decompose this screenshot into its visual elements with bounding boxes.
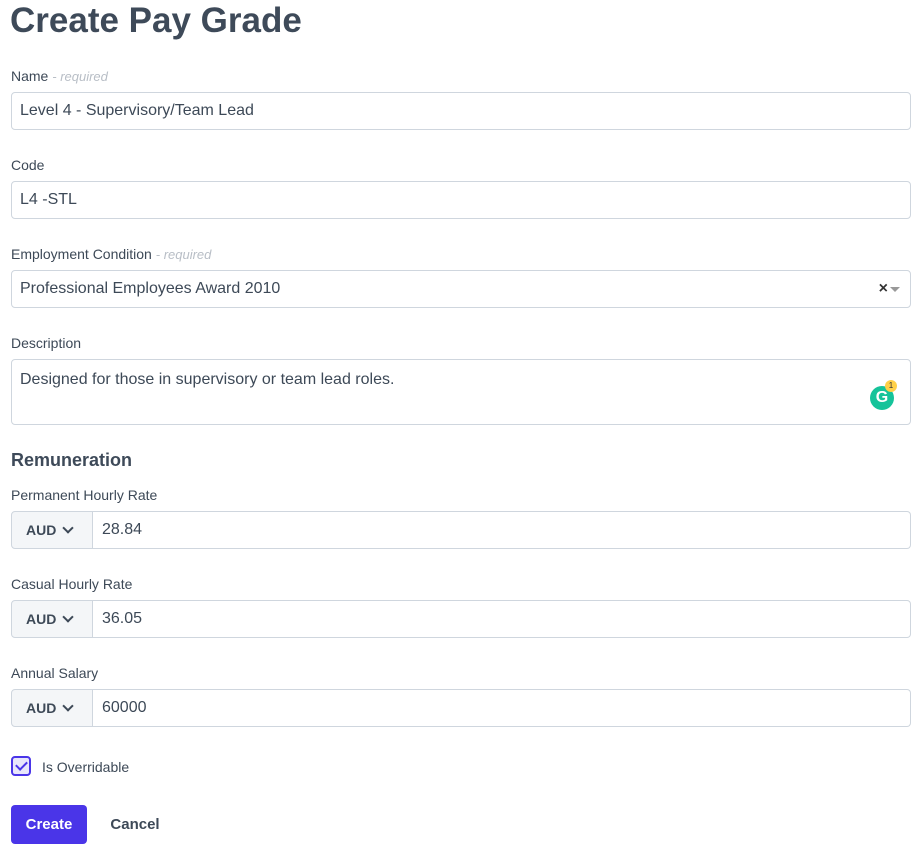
currency-select[interactable]: AUD: [11, 689, 93, 727]
annual-salary-label: Annual Salary: [11, 665, 99, 681]
overridable-checkbox[interactable]: [11, 756, 31, 776]
name-label: Name - required: [11, 67, 108, 86]
name-input[interactable]: Level 4 - Supervisory/Team Lead: [11, 92, 911, 130]
grammarly-badge: 1: [885, 380, 897, 392]
name-label-text: Name: [11, 68, 49, 84]
currency-value: AUD: [26, 700, 57, 716]
overridable-label[interactable]: Is Overridable: [42, 759, 130, 775]
cancel-button[interactable]: Cancel: [110, 816, 160, 833]
employment-condition-label-text: Employment Condition: [11, 246, 152, 262]
employment-condition-value: Professional Employees Award 2010: [20, 280, 281, 297]
casual-rate-group: AUD 36.05: [11, 600, 911, 638]
permanent-rate-group: AUD 28.84: [11, 511, 911, 549]
code-input[interactable]: L4 -STL: [11, 181, 911, 219]
clear-icon[interactable]: ×: [878, 280, 888, 297]
casual-rate-input[interactable]: 36.05: [93, 600, 911, 638]
chevron-down-icon: [62, 611, 75, 623]
annual-salary-group: AUD 60000: [11, 689, 911, 727]
remuneration-heading: Remuneration: [11, 450, 133, 470]
currency-select[interactable]: AUD: [11, 511, 93, 549]
currency-value: AUD: [26, 522, 57, 538]
description-label: Description: [11, 335, 82, 351]
description-value: Designed for those in supervisory or tea…: [20, 371, 395, 388]
chevron-down-icon: [62, 522, 75, 534]
required-hint: - required: [52, 69, 108, 84]
caret-down-icon[interactable]: [890, 287, 900, 292]
chevron-down-icon: [62, 700, 75, 712]
employment-condition-select[interactable]: Professional Employees Award 2010 ×: [11, 270, 911, 308]
annual-salary-input[interactable]: 60000: [93, 689, 911, 727]
required-hint: - required: [155, 247, 212, 262]
create-button[interactable]: Create: [11, 805, 87, 844]
permanent-rate-label: Permanent Hourly Rate: [11, 487, 158, 503]
currency-value: AUD: [26, 611, 57, 627]
employment-condition-label: Employment Condition - required: [11, 245, 211, 264]
code-label: Code: [11, 157, 45, 173]
page-title: Create Pay Grade: [10, 1, 302, 40]
description-textarea[interactable]: Designed for those in supervisory or tea…: [11, 359, 911, 425]
permanent-rate-input[interactable]: 28.84: [93, 511, 911, 549]
currency-select[interactable]: AUD: [11, 600, 93, 638]
casual-rate-label: Casual Hourly Rate: [11, 576, 133, 592]
